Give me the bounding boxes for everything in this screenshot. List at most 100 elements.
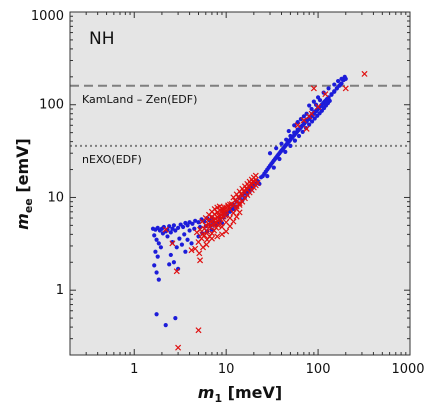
data-point — [283, 149, 288, 154]
plot-background — [70, 12, 410, 355]
data-point — [295, 119, 300, 125]
data-point — [329, 92, 334, 97]
plot-frame — [69, 11, 411, 356]
data-point — [155, 254, 160, 259]
y-tick-label: 100 — [39, 98, 64, 113]
data-point — [301, 114, 306, 119]
data-point — [295, 127, 300, 132]
data-point — [162, 226, 169, 233]
data-point — [205, 216, 212, 223]
data-point — [230, 218, 237, 225]
data-point — [236, 209, 243, 216]
data-point — [309, 119, 315, 124]
data-point — [187, 228, 192, 233]
data-point — [180, 224, 186, 230]
data-point — [188, 247, 195, 254]
data-point — [284, 137, 289, 142]
data-point — [287, 138, 292, 143]
x-axis-symbol: m — [198, 383, 215, 402]
data-point — [303, 125, 310, 132]
data-point — [197, 257, 204, 264]
data-point — [196, 234, 201, 239]
data-point — [322, 91, 329, 98]
data-point — [173, 315, 178, 321]
reference-lines — [70, 84, 410, 147]
data-point — [254, 180, 261, 187]
data-point — [170, 240, 175, 245]
data-point — [288, 143, 293, 148]
data-point — [323, 99, 328, 104]
data-point — [226, 223, 233, 230]
y-axis-ticks: 1 10 100 1000 — [31, 9, 410, 356]
data-point — [260, 173, 265, 179]
data-point — [236, 200, 243, 207]
data-point — [169, 240, 176, 247]
x-tick-label: 1 — [130, 362, 138, 377]
data-point — [160, 231, 166, 236]
data-point — [173, 268, 180, 275]
reference-label-0: KamLand – Zen(EDF) — [82, 93, 197, 106]
x-axis-subscript: 1 — [214, 392, 222, 405]
data-point — [218, 231, 225, 238]
x-tick-label: 1000 — [391, 362, 424, 377]
data-point — [163, 323, 168, 328]
data-point — [277, 156, 282, 162]
data-point — [300, 129, 305, 134]
data-point — [156, 241, 161, 246]
x-tick-label: 100 — [306, 362, 331, 377]
data-point — [152, 233, 157, 238]
data-point — [182, 232, 187, 237]
y-axis-symbol: m — [13, 213, 32, 230]
data-point — [168, 230, 173, 235]
data-point — [154, 312, 159, 317]
data-point — [185, 237, 190, 242]
y-axis-title: mee [emV] — [13, 138, 35, 230]
data-point — [204, 228, 211, 235]
data-point — [294, 122, 301, 129]
data-point — [208, 235, 215, 242]
data-point — [233, 213, 240, 220]
data-point — [342, 85, 349, 92]
data-point — [271, 158, 276, 163]
data-point — [168, 252, 173, 258]
data-point — [307, 122, 312, 127]
panel-label: NH — [89, 29, 115, 49]
data-point — [279, 141, 284, 146]
data-point — [343, 76, 348, 81]
data-point — [308, 110, 315, 117]
data-point — [177, 236, 182, 241]
data-point — [217, 220, 224, 227]
data-point — [153, 249, 158, 254]
data-point — [326, 86, 331, 91]
data-point — [214, 233, 221, 240]
data-point — [265, 173, 270, 179]
data-point — [156, 277, 161, 282]
data-point — [339, 76, 344, 81]
data-point — [211, 211, 218, 218]
data-point — [183, 249, 188, 254]
data-point — [307, 103, 312, 108]
reference-labels: KamLand – Zen(EDF) nEXO(EDF) — [82, 93, 197, 166]
y-axis-subscript: ee — [22, 198, 35, 213]
data-point — [288, 133, 293, 139]
x-axis-unit: [meV] — [222, 383, 282, 402]
data-point — [196, 250, 203, 257]
data-point — [201, 232, 208, 239]
data-point — [158, 245, 164, 250]
data-point — [335, 78, 341, 84]
data-point — [192, 245, 199, 252]
data-point — [225, 203, 232, 210]
data-point — [189, 241, 194, 246]
data-point — [196, 220, 201, 225]
data-point — [292, 130, 297, 135]
data-point — [310, 85, 317, 92]
y-tick-label: 10 — [47, 190, 64, 205]
data-point — [174, 245, 179, 250]
data-point — [313, 109, 319, 114]
series-red-crosses — [162, 70, 368, 351]
data-point — [263, 169, 268, 174]
data-point — [311, 99, 316, 104]
y-axis-unit: [emV] — [13, 138, 32, 198]
reference-label-1: nEXO(EDF) — [82, 153, 142, 166]
data-point — [167, 262, 172, 267]
